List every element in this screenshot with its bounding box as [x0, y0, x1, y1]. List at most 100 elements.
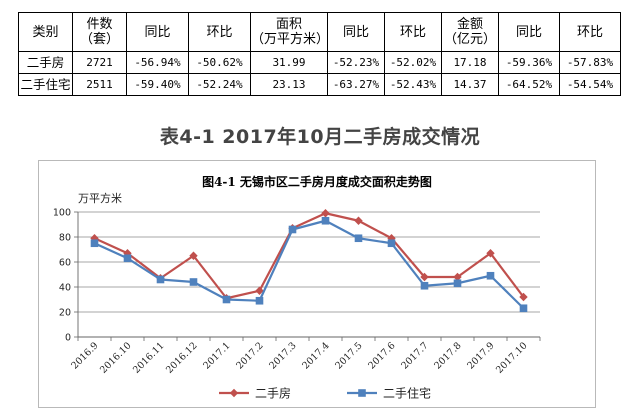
data-point: [519, 292, 528, 302]
table-cell: -52.02%: [384, 51, 442, 74]
data-point: [420, 272, 429, 282]
data-point: [420, 281, 429, 290]
data-point: [453, 272, 462, 282]
y-axis-label: 万平方米: [78, 191, 122, 205]
table-cell: -52.23%: [327, 51, 385, 74]
header-text: 件数: [86, 17, 113, 32]
data-point: [90, 239, 99, 248]
table-row: 二手房 2721 -56.94% -50.62% 31.99 -52.23% -52.02%…: [18, 51, 621, 74]
header-text: 金额: [456, 17, 483, 32]
table-header-cell: 面积 （万平方米）: [250, 12, 330, 52]
x-tick-label: 2017.8: [432, 340, 463, 371]
data-point: [387, 239, 396, 248]
data-point: [156, 275, 165, 284]
stats-table: 类别 件数 （套） 同比 环比 面积 （万平方米） 同比 环比 金额 （亿元） 同比 环比 二手房 272…: [18, 12, 621, 96]
x-tick-label: 2017.7: [399, 340, 430, 371]
x-tick-label: 2016.11: [131, 340, 167, 376]
header-text: （万平方米）: [251, 32, 330, 47]
header-text: 环比: [206, 24, 233, 40]
data-point: [519, 304, 528, 313]
header-text: 类别: [32, 24, 59, 40]
x-tick-label: 2017.4: [300, 340, 331, 371]
y-tick-label: 80: [59, 233, 71, 244]
data-point: [222, 295, 231, 304]
table-cell: -54.54%: [559, 73, 621, 96]
table-cell: 17.18: [441, 51, 499, 74]
table-header-cell: 环比: [188, 12, 251, 52]
data-point: [321, 209, 330, 218]
legend-label: 二手房: [255, 386, 291, 401]
table-cell: 23.13: [250, 73, 328, 96]
legend-label: 二手住宅: [383, 386, 431, 401]
data-point: [354, 234, 363, 243]
x-tick-label: 2016.9: [69, 340, 100, 371]
row-category-cell: 二手住宅: [18, 73, 73, 96]
table-cell: 14.37: [441, 73, 499, 96]
x-tick-label: 2017.1: [201, 340, 232, 371]
y-tick-label: 40: [59, 283, 71, 294]
data-point: [189, 278, 198, 286]
x-tick-label: 2017.6: [366, 340, 397, 371]
table-cell: -63.27%: [327, 73, 385, 96]
header-text: （亿元）: [443, 32, 496, 47]
table-header-cell: 同比: [498, 12, 560, 52]
header-text: 同比: [515, 24, 542, 40]
header-text: 环比: [576, 24, 603, 40]
y-tick-label: 60: [59, 258, 71, 269]
table-header-row: 类别 件数 （套） 同比 环比 面积 （万平方米） 同比 环比 金额 （亿元） 同比 环比: [18, 12, 621, 52]
data-point: [453, 279, 462, 288]
table-cell: -59.36%: [498, 51, 560, 74]
data-point: [486, 271, 495, 280]
y-tick-label: 0: [65, 333, 71, 344]
y-tick-label: 20: [59, 308, 71, 319]
table-header-cell: 同比: [327, 12, 385, 52]
legend-marker: [358, 389, 366, 397]
table-cell: -52.43%: [384, 73, 442, 96]
table-row: 二手住宅 2511 -59.40% -52.24% 23.13 -63.27% -52.43…: [18, 73, 621, 96]
header-text: （套）: [79, 32, 119, 47]
data-point: [486, 249, 495, 258]
data-point: [288, 225, 297, 234]
header-text: 面积: [275, 17, 302, 32]
table-cell: -64.52%: [498, 73, 560, 96]
header-text: 同比: [342, 24, 369, 40]
series-line-2: [94, 219, 525, 310]
y-tick-label: 100: [53, 208, 71, 219]
x-tick-label: 2017.3: [267, 340, 298, 371]
chart-frame: [38, 160, 596, 408]
legend-marker: [229, 388, 239, 398]
table-cell: -59.40%: [126, 73, 189, 96]
data-point: [123, 249, 132, 258]
table-cell: 2511: [72, 73, 127, 96]
data-point: [255, 296, 264, 305]
table-cell: -56.94%: [126, 51, 189, 74]
table-title: 表4-1 2017年10月二手房成交情况: [159, 126, 481, 148]
data-point: [321, 216, 330, 225]
series-line-1: [94, 212, 525, 300]
table-header-cell: 同比: [126, 12, 189, 52]
table-header-cell: 类别: [18, 12, 73, 52]
table-cell: -52.24%: [188, 73, 251, 96]
x-tick-label: 2017.2: [234, 340, 265, 371]
table-cell: -50.62%: [188, 51, 251, 74]
table-header-cell: 环比: [384, 12, 442, 52]
table-cell: 2721: [72, 51, 127, 74]
data-point: [189, 251, 198, 260]
table-cell: 31.99: [250, 51, 328, 74]
header-text: 同比: [144, 24, 171, 40]
x-tick-label: 2016.12: [164, 340, 200, 376]
table-header-cell: 件数 （套）: [72, 12, 127, 52]
x-tick-label: 2016.10: [98, 340, 134, 376]
chart-title: 图4-1 无锡市区二手房月度成交面积走势图: [202, 174, 432, 189]
table-header-cell: 金额 （亿元）: [441, 12, 499, 52]
x-tick-label: 2017.9: [465, 340, 496, 371]
table-cell: -57.83%: [559, 51, 621, 74]
data-point: [354, 216, 363, 225]
header-text: 环比: [399, 24, 426, 40]
data-point: [123, 254, 132, 263]
table-header-cell: 环比: [559, 12, 621, 52]
row-category-cell: 二手房: [18, 51, 73, 74]
x-tick-label: 2017.10: [494, 340, 530, 376]
x-tick-label: 2017.5: [333, 340, 364, 371]
